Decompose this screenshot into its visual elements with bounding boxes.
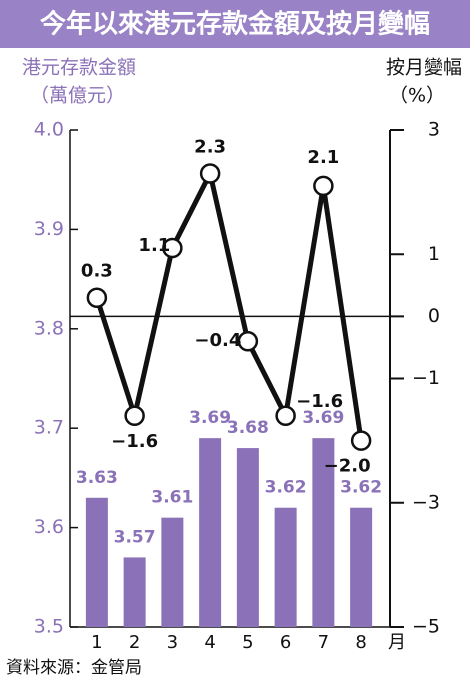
y-axis-title: 港元存款金額 [22, 57, 136, 79]
line-label: −1.6 [296, 391, 343, 412]
line-point [275, 405, 296, 427]
y-tick-label: 3.9 [34, 218, 64, 240]
bar [274, 507, 297, 627]
bar-label: 3.69 [302, 408, 344, 428]
y-tick-label: 3.5 [34, 616, 64, 638]
y2-tick-label: −1 [412, 367, 440, 389]
title-band [0, 0, 470, 48]
line-point [86, 287, 108, 308]
line-label: 2.3 [194, 136, 226, 157]
x-tick-label: 8 [355, 632, 366, 653]
x-unit: 月 [388, 632, 406, 653]
bar [312, 438, 335, 627]
y-tick-label: 3.6 [34, 516, 64, 538]
line-label: −1.6 [111, 431, 158, 452]
bar-label: 3.61 [151, 488, 193, 508]
x-tick-label: 5 [242, 632, 253, 653]
line-label: 0.3 [81, 261, 113, 282]
y-axis-unit: （萬億元） [30, 85, 125, 107]
bar-label: 3.69 [189, 408, 231, 428]
line-label: 1.1 [138, 235, 170, 256]
bar-label: 3.62 [265, 478, 307, 498]
bar-label: 3.62 [340, 478, 382, 498]
y-tick-label: 3.7 [34, 417, 64, 439]
bar [236, 448, 259, 627]
line [94, 166, 364, 441]
bar [161, 517, 184, 627]
chart-title: 今年以來港元存款金額及按月變幅 [40, 9, 430, 40]
x-tick-label: 7 [318, 632, 329, 653]
bar [350, 507, 373, 627]
y2-tick-label: 3 [428, 119, 440, 141]
y2-tick-label: −3 [412, 491, 440, 513]
y2-tick-label: 1 [428, 243, 440, 265]
x-tick-label: 1 [91, 632, 102, 653]
line-point [237, 330, 259, 352]
y-tick-label: 3.8 [34, 317, 64, 339]
line-point [350, 430, 372, 451]
line-label: −2.0 [324, 456, 371, 477]
bar [85, 497, 108, 627]
y2-tick-label: −5 [412, 616, 440, 638]
bar-label: 3.68 [227, 418, 269, 438]
bar-label: 3.63 [76, 468, 118, 488]
line-point [124, 405, 145, 427]
x-tick-label: 6 [280, 632, 291, 653]
y2-axis-unit: （%） [389, 85, 445, 107]
y2-axis-title: 按月變幅 [386, 57, 462, 79]
x-tick-label: 3 [167, 632, 178, 653]
y-tick-label: 4.0 [34, 119, 64, 141]
line-label: 2.1 [307, 147, 339, 168]
bar [123, 557, 146, 627]
x-tick-label: 4 [204, 632, 215, 653]
line-point [313, 175, 334, 197]
line-point [162, 237, 183, 259]
line-point [199, 163, 221, 184]
y2-tick-label: 0 [428, 305, 440, 327]
source: 資料來源：金管局 [6, 658, 142, 678]
x-tick-label: 2 [129, 632, 140, 653]
bar-label: 3.57 [114, 527, 156, 547]
line-label: −0.4 [194, 330, 241, 351]
bar [199, 438, 222, 627]
